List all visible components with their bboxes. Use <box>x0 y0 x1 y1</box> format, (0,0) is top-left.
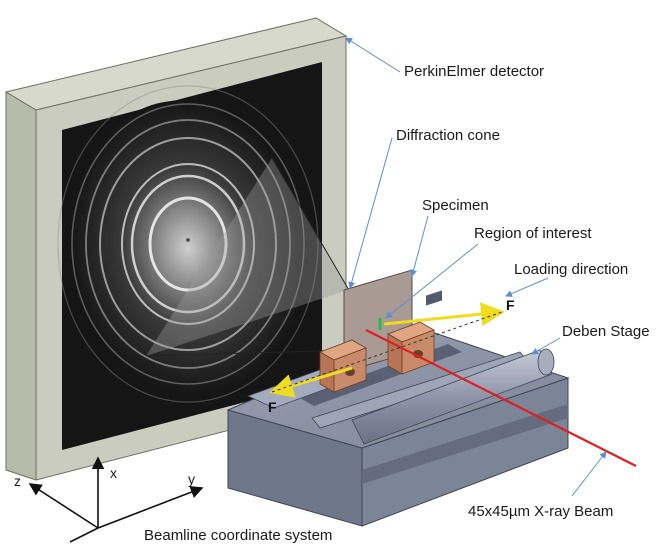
diffraction-cone <box>146 158 348 356</box>
label-detector: PerkinElmer detector <box>404 63 544 80</box>
stage-rod <box>351 349 553 445</box>
coordinate-system: x y z Beamline coordinate system <box>14 456 332 544</box>
label-roi: Region of interest <box>474 225 592 242</box>
leader-stage <box>531 337 561 355</box>
cone-edge-upper <box>271 157 351 293</box>
specimen-assembly <box>319 269 435 393</box>
label-beam: 45x45µm X-ray Beam <box>468 503 613 520</box>
label-coords: Beamline coordinate system <box>144 527 332 544</box>
leader-roi <box>385 243 479 319</box>
force-axis-dash <box>271 311 503 393</box>
force-label-right: F <box>506 297 515 313</box>
leader-loading <box>505 277 549 297</box>
label-stage: Deben Stage <box>562 323 650 340</box>
axis-x-label: x <box>110 465 117 481</box>
leader-detector <box>345 37 401 73</box>
label-loading: Loading direction <box>514 261 628 278</box>
axis-z-line <box>28 483 99 529</box>
axis-y-label: y <box>188 471 195 487</box>
stage-front-step <box>362 404 568 484</box>
detector-left-edge <box>5 91 37 481</box>
diffraction-pattern <box>57 85 319 403</box>
axis-origin-tail <box>69 527 99 543</box>
label-cone: Diffraction cone <box>396 127 500 144</box>
detector <box>4 17 348 481</box>
stage-rod-end <box>537 348 555 376</box>
leader-specimen <box>410 215 429 277</box>
leader-beam <box>571 451 607 497</box>
xray-beam <box>365 329 637 467</box>
stage-notch <box>426 290 442 306</box>
axis-z-label: z <box>14 473 21 489</box>
force-arrow-left <box>269 366 353 398</box>
axis-y-line <box>97 486 204 529</box>
label-specimen: Specimen <box>422 197 489 214</box>
force-arrow-right <box>383 302 505 327</box>
leader-cone <box>348 137 393 289</box>
force-label-left: F <box>268 399 277 415</box>
cone-edge-lower <box>145 349 351 357</box>
